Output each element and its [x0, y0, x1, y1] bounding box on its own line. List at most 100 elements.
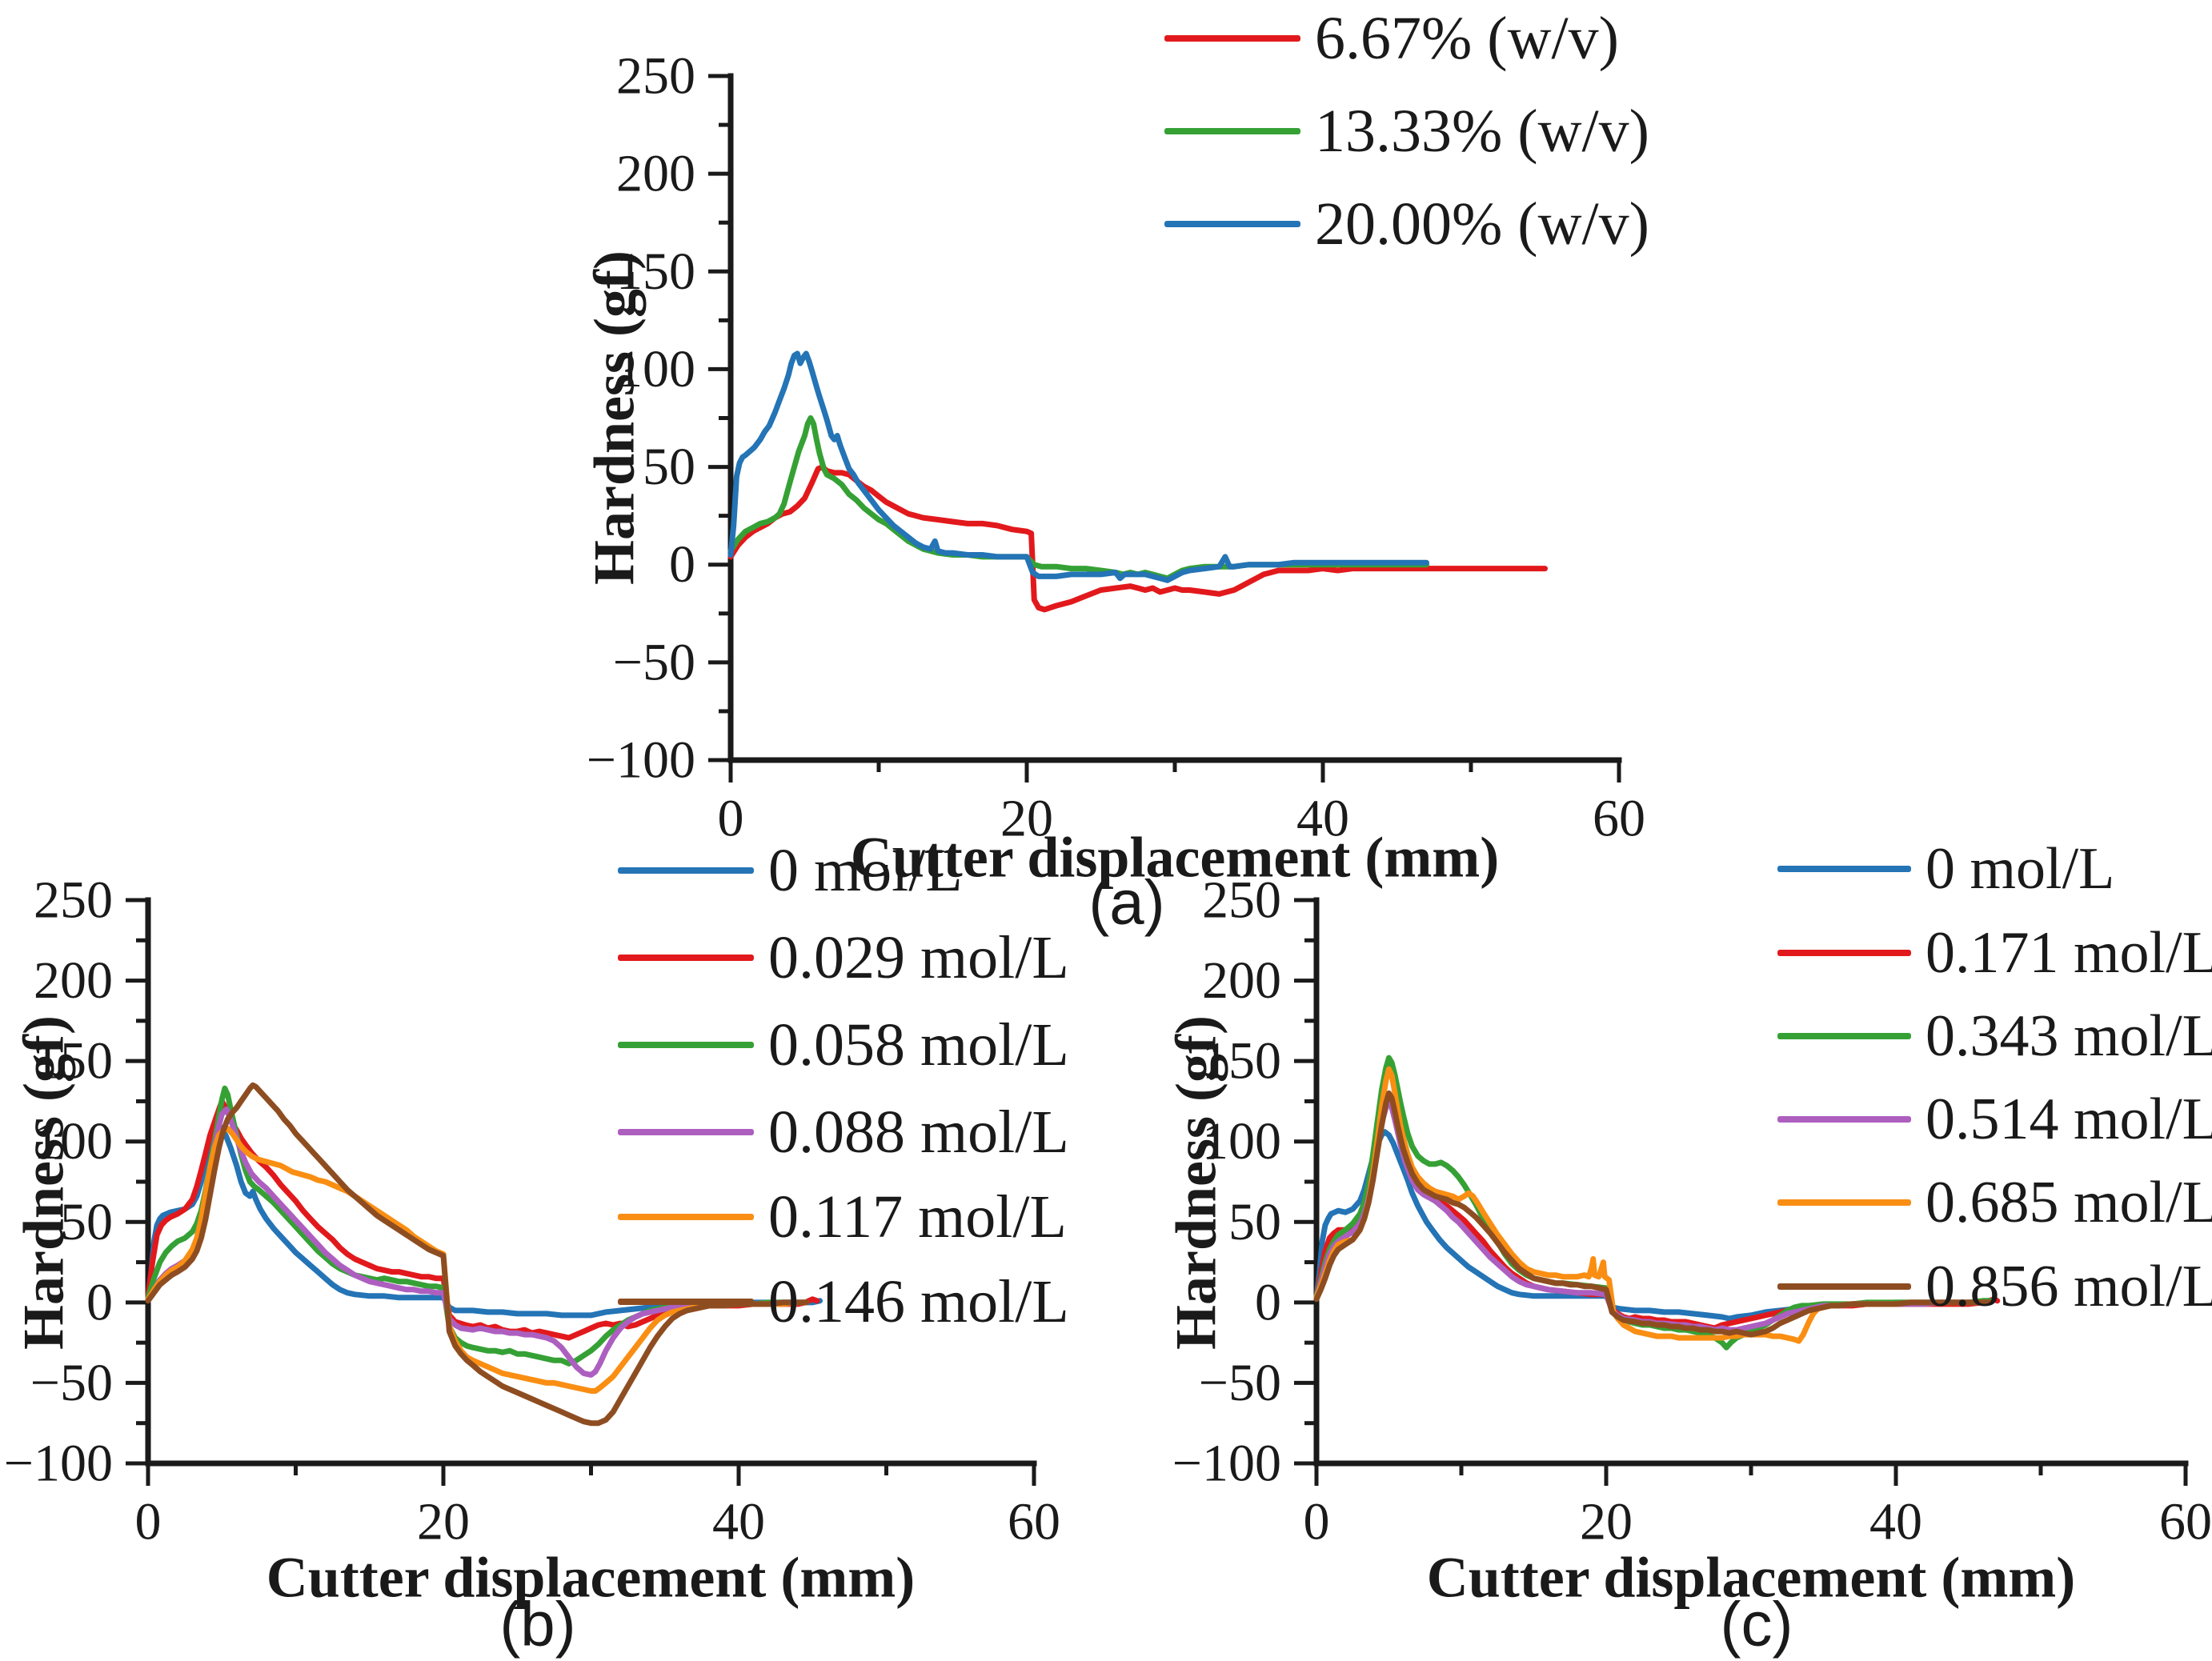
y-tick-label: 200 [1202, 951, 1281, 1010]
y-tick-label: −100 [1172, 1435, 1281, 1493]
series-line [1313, 1090, 1994, 1338]
series-line [727, 464, 1548, 613]
x-tick-label: 0 [718, 789, 744, 847]
x-tick-label: 20 [417, 1492, 470, 1551]
axis-spines [145, 897, 1037, 1467]
axis-spines [727, 73, 1622, 763]
y-tick-label: 0 [669, 535, 695, 594]
y-tick-label: 0 [86, 1273, 113, 1331]
chart-c-y-axis-label: Hardness (gf) [1164, 1015, 1228, 1350]
y-tick-label: 150 [34, 1032, 113, 1091]
axis-spines [1313, 897, 2189, 1467]
chart-a-y-axis-label: Hardness (gf) [582, 250, 647, 585]
y-tick-label: 100 [34, 1112, 113, 1171]
legend-item: 0 mol/L [618, 840, 963, 901]
x-tick-label: 20 [1580, 1492, 1633, 1551]
legend-line-swatch [1777, 1033, 1911, 1039]
legend-item-label: 0.171 mol/L [1925, 920, 2212, 986]
y-tick-label: 250 [34, 871, 113, 930]
y-tick-label: 200 [616, 145, 695, 203]
legend-item-label: 0.685 mol/L [1925, 1170, 2212, 1235]
legend-item: 0 mol/L [1777, 839, 2114, 899]
x-tick-label: 60 [1593, 789, 1645, 847]
legend-item-label: 0.856 mol/L [1925, 1254, 2212, 1319]
legend-item: 0.856 mol/L [1777, 1257, 2212, 1316]
x-tick-label: 40 [712, 1492, 765, 1551]
legend-item-label: 0.058 mol/L [768, 1011, 1069, 1079]
legend-item: 0.029 mol/L [618, 927, 1069, 988]
legend-item: 0.058 mol/L [618, 1015, 1069, 1075]
legend-line-swatch [1164, 221, 1300, 227]
y-tick-label: −50 [1199, 1354, 1281, 1412]
series-line [1313, 1066, 1994, 1344]
legend-line-swatch [618, 1129, 754, 1135]
y-tick-label: 100 [616, 340, 695, 398]
y-tick-label: −50 [613, 633, 695, 691]
y-tick-label: 50 [643, 438, 695, 496]
x-tick-label: 40 [1869, 1492, 1922, 1551]
legend-item-label: 0.088 mol/L [768, 1099, 1069, 1166]
legend-line-swatch [618, 1214, 754, 1220]
legend-line-swatch [618, 1299, 754, 1305]
x-tick-label: 40 [1296, 789, 1349, 847]
series-line [145, 1107, 810, 1378]
legend-item: 0.343 mol/L [1777, 1007, 2212, 1066]
chart-c-x-axis-label: Cutter displacement (mm) [1426, 1545, 2076, 1610]
y-tick-label: 200 [34, 951, 113, 1010]
chart-b-x-axis-label: Cutter displacement (mm) [266, 1545, 916, 1610]
chart-a-plot: 250 200 150 100 50 0 −50 −100 0 20 40 60 [587, 47, 1645, 848]
legend-item: 0.117 mol/L [618, 1187, 1067, 1247]
legend-line-swatch [1777, 1116, 1911, 1123]
legend-item: 0.146 mol/L [618, 1271, 1069, 1332]
x-tick-label: 20 [1000, 789, 1053, 847]
legend-line-swatch [1164, 128, 1300, 134]
legend-item: 0.171 mol/L [1777, 923, 2212, 983]
y-tick-label: −50 [30, 1354, 113, 1412]
chart-b-y-axis-label: Hardness (gf) [11, 1015, 76, 1350]
y-tick-label: −100 [4, 1435, 113, 1493]
legend-item-label: 0.029 mol/L [768, 924, 1069, 991]
chart-b-plot: 250 200 150 100 50 0 −50 −100 0 20 40 60 [4, 871, 1060, 1551]
y-tick-label: 50 [1228, 1193, 1281, 1251]
series-line [727, 350, 1429, 583]
chart-c-plot: 250 200 150 100 50 0 −50 −100 0 20 40 60 [1172, 871, 2212, 1551]
y-tick-label: 150 [616, 242, 695, 301]
legend-item: 0.685 mol/L [1777, 1173, 2212, 1232]
legend-item-label: 0.146 mol/L [768, 1268, 1069, 1335]
legend-item: 0.514 mol/L [1777, 1090, 2212, 1149]
legend-line-swatch [618, 1042, 754, 1048]
legend-item-label: 0 mol/L [768, 837, 963, 904]
legend-item-label: 0 mol/L [1925, 836, 2115, 902]
legend-line-swatch [618, 955, 754, 961]
legend-item-label: 0.117 mol/L [768, 1183, 1067, 1251]
x-tick-label: 60 [2159, 1492, 2212, 1551]
legend-item: 20.00% (w/v) [1164, 194, 1649, 254]
chart-a-x-axis-label: Cutter displacement (mm) [850, 825, 1500, 890]
legend-item-label: 20.00% (w/v) [1315, 190, 1649, 258]
y-tick-label: 150 [1202, 1032, 1281, 1091]
y-tick-label: −100 [587, 731, 695, 790]
x-tick-label: 0 [135, 1492, 162, 1551]
y-tick-label: 250 [616, 47, 695, 106]
chart-b-caption: (b) [499, 1588, 576, 1659]
legend-line-swatch [1777, 866, 1911, 872]
legend-item-label: 0.343 mol/L [1925, 1003, 2212, 1069]
series-line [145, 1082, 810, 1427]
legend-item-label: 13.33% (w/v) [1315, 98, 1649, 165]
legend-line-swatch [618, 867, 754, 874]
legend-line-swatch [1777, 950, 1911, 956]
legend-item: 13.33% (w/v) [1164, 101, 1649, 162]
legend-line-swatch [1777, 1283, 1911, 1290]
legend-line-swatch [1164, 35, 1300, 42]
legend-item-label: 6.67% (w/v) [1315, 5, 1619, 72]
chart-c-caption: (c) [1720, 1588, 1793, 1659]
y-tick-label: 50 [60, 1193, 113, 1251]
y-tick-label: 0 [1255, 1273, 1281, 1331]
legend-line-swatch [1777, 1199, 1911, 1206]
legend-item-label: 0.514 mol/L [1925, 1087, 2212, 1152]
legend-item: 6.67% (w/v) [1164, 8, 1619, 69]
x-tick-label: 0 [1304, 1492, 1330, 1551]
y-tick-label: 250 [1202, 871, 1281, 930]
y-tick-label: 100 [1202, 1112, 1281, 1171]
